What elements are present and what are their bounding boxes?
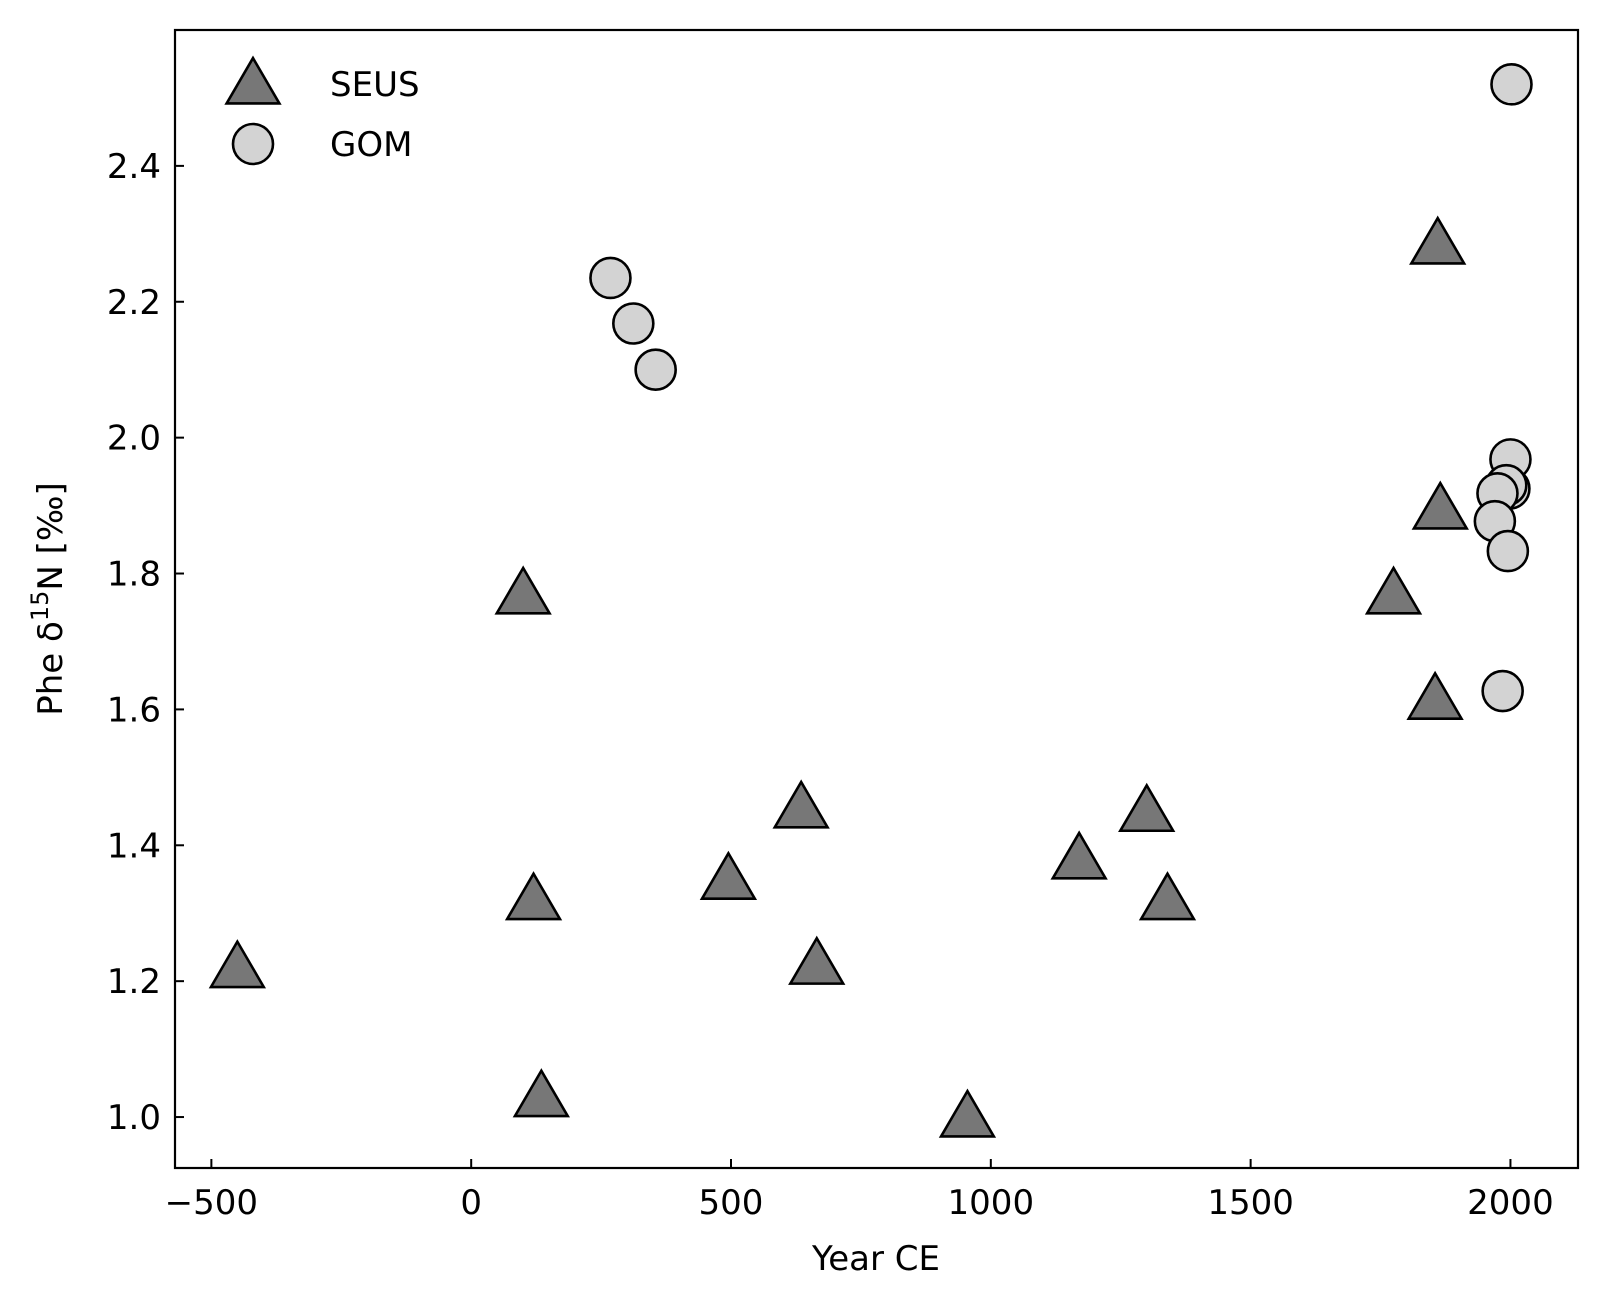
legend-gom-label: GOM xyxy=(330,125,412,165)
y-tick-label: 1.2 xyxy=(107,962,161,1002)
seus-point xyxy=(494,565,552,615)
gom-point xyxy=(612,302,655,345)
y-tick-label: 1.4 xyxy=(107,826,161,866)
y-tick-label: 2.0 xyxy=(107,419,161,459)
seus-point xyxy=(1118,782,1176,833)
seus-point xyxy=(1050,830,1108,880)
seus-point xyxy=(938,1088,997,1138)
y-tick-label: 1.0 xyxy=(107,1098,161,1138)
y-axis-label-prefix: Phe δ xyxy=(31,621,71,716)
seus-point xyxy=(504,871,563,921)
y-tick-label: 1.6 xyxy=(107,690,161,730)
plot-frame xyxy=(173,28,1580,1170)
y-tick-label: 2.2 xyxy=(107,283,161,323)
x-tick-label: 1000 xyxy=(948,1183,1035,1223)
gom-point xyxy=(1481,669,1524,713)
seus-point xyxy=(772,779,830,829)
seus-point xyxy=(512,1068,570,1118)
x-axis-label: Year CE xyxy=(811,1239,940,1279)
axis-ticks: −500 0 500 1000 1500 2000 1.0 1.2 1.4 1.6 1.8 2.0 2.… xyxy=(107,147,1554,1223)
y-axis-label-superscript: 15 xyxy=(26,591,54,622)
seus-point xyxy=(1364,565,1423,615)
legend: SEUS GOM xyxy=(224,55,420,166)
y-axis-label-suffix: N [‰] xyxy=(31,482,71,590)
seus-point xyxy=(1411,480,1469,530)
legend-gom-marker xyxy=(231,122,275,166)
seus-point xyxy=(208,939,267,989)
x-tick-label: −500 xyxy=(165,1183,258,1223)
x-tick-label: 500 xyxy=(699,1183,764,1223)
seus-point xyxy=(699,850,758,900)
x-tick-label: 0 xyxy=(460,1183,482,1223)
seus-point xyxy=(788,935,846,985)
y-axis-label: Phe δ15N [‰] xyxy=(26,482,71,716)
gom-point xyxy=(1490,63,1533,106)
seus-point xyxy=(1406,670,1464,720)
data-points xyxy=(208,63,1533,1138)
seus-point xyxy=(1138,871,1197,921)
legend-seus-marker xyxy=(224,55,282,105)
x-tick-label: 1500 xyxy=(1207,1183,1294,1223)
x-tick-label: 2000 xyxy=(1467,1183,1554,1223)
gom-point xyxy=(1486,529,1530,573)
gom-point xyxy=(589,256,632,300)
y-tick-label: 2.4 xyxy=(107,147,161,187)
legend-seus-label: SEUS xyxy=(330,65,420,105)
gom-point xyxy=(634,348,677,392)
y-tick-label: 1.8 xyxy=(107,555,161,595)
seus-point xyxy=(1409,215,1467,265)
